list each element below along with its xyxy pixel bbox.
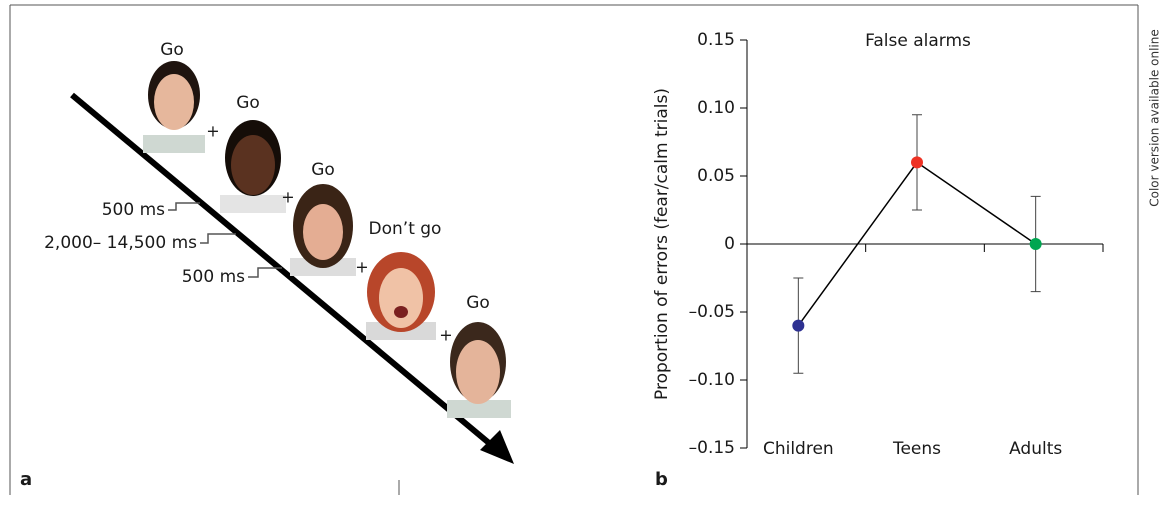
y-tick-label: 0.05 — [697, 166, 735, 186]
y-tick-label: –0.10 — [689, 370, 735, 390]
arrow-head — [480, 430, 514, 464]
fixation: + — [439, 326, 452, 345]
data-point — [1029, 238, 1042, 250]
panel-label: a — [20, 469, 32, 490]
cue-label: Go — [236, 93, 260, 113]
x-tick-label: Children — [763, 439, 834, 459]
panel-a: Go Go Go Don’t go Go + + + + 500 ms 2,00… — [20, 40, 514, 490]
y-axis-label: Proportion of errors (fear/calm trials) — [652, 88, 672, 400]
y-tick-label: –0.15 — [689, 438, 735, 458]
fixation: + — [206, 122, 219, 141]
fixation: + — [281, 188, 294, 207]
x-tick-label: Teens — [892, 439, 941, 459]
cue-label: Go — [160, 40, 184, 60]
time-arrow — [70, 92, 497, 451]
y-tick-label: 0.15 — [697, 30, 735, 50]
y-tick-label: 0 — [724, 234, 735, 254]
cue-label: Don’t go — [369, 219, 442, 239]
panel-label: b — [655, 469, 668, 490]
y-tick-label: –0.05 — [689, 302, 735, 322]
chart-title: False alarms — [865, 31, 971, 51]
data-point — [911, 156, 923, 169]
cue-label: Go — [466, 293, 490, 313]
timing-label: 500 ms — [102, 200, 165, 220]
faces — [143, 61, 511, 418]
timing-label: 2,000– 14,500 ms — [44, 233, 197, 253]
frame — [9, 4, 1139, 495]
fixation: + — [355, 258, 368, 277]
timing-label: 500 ms — [182, 267, 245, 287]
cue-label: Go — [311, 160, 335, 180]
y-tick-label: 0.10 — [697, 98, 735, 118]
side-note: Color version available online — [1148, 29, 1162, 207]
timing-brackets — [168, 202, 282, 278]
data-point — [792, 319, 805, 332]
x-tick-label: Adults — [1009, 439, 1062, 459]
